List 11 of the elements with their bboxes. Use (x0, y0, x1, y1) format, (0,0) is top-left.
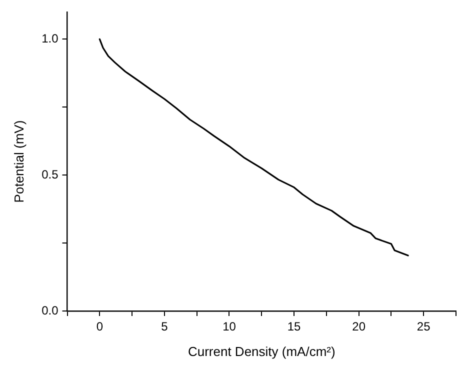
x-tick-label: 5 (161, 320, 168, 334)
y-tick-label: 0.0 (42, 303, 59, 318)
x-tick-label: 10 (222, 320, 236, 334)
x-tick-label: 0 (96, 320, 104, 334)
x-axis-title: Current Density (mA/cm²) (188, 344, 336, 359)
y-tick-label: 0.5 (42, 167, 59, 182)
x-tick-label: 15 (287, 320, 302, 334)
y-tick-label: 1.0 (42, 31, 59, 46)
y-axis-title: Potential (mV) (11, 120, 26, 203)
x-tick-label: 25 (416, 320, 431, 334)
x-tick-label: 20 (352, 320, 366, 334)
